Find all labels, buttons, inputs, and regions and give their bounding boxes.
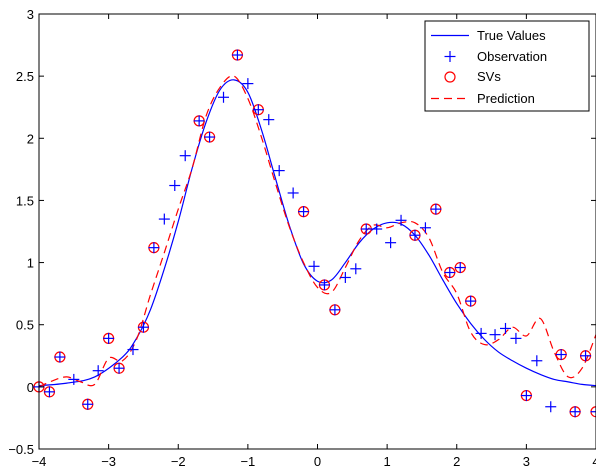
legend-label-true-values: True Values (477, 28, 546, 43)
observation-point (569, 406, 581, 418)
y-tick-label: 0.5 (16, 318, 34, 333)
observation-point (465, 295, 477, 307)
x-tick-label: 0 (314, 454, 321, 469)
observation-point (43, 386, 55, 398)
observation-point (263, 114, 275, 126)
observation-point (590, 406, 596, 418)
observation-point (395, 214, 407, 226)
observation-point (444, 267, 456, 279)
x-tick-label: −1 (240, 454, 255, 469)
observation-point (430, 203, 442, 215)
observation-point (580, 350, 592, 362)
observation-point (92, 365, 104, 377)
observation-point (350, 263, 362, 275)
y-tick-label: −0.5 (8, 442, 34, 457)
x-tick-label: −2 (171, 454, 186, 469)
observation-point (179, 150, 191, 162)
observation-point (127, 344, 139, 356)
observation-point (545, 401, 557, 413)
x-tick-label: −3 (101, 454, 116, 469)
observation-point (273, 165, 285, 177)
ticks-layer: −4 −3 −2 −1 0 1 2 3 4 −0.5 0 0.5 1 1.5 2 2.5 3 (8, 7, 596, 469)
series-true-values-line (38, 79, 596, 387)
observation-point (82, 398, 94, 410)
y-tick-label: 2 (27, 131, 34, 146)
observation-point (287, 187, 299, 199)
observation-point (329, 304, 341, 316)
legend-swatch-svs (444, 71, 456, 83)
observation-point (360, 223, 372, 235)
observation-point (419, 222, 431, 234)
observation-point (409, 229, 421, 241)
observation-point (193, 115, 205, 127)
observation-point (454, 262, 466, 274)
x-tick-label: 3 (523, 454, 530, 469)
observation-point (475, 327, 487, 339)
observation-point (54, 351, 66, 363)
observation-point (489, 329, 501, 341)
x-tick-label: −4 (32, 454, 47, 469)
observation-point (218, 91, 230, 103)
observation-point (158, 213, 170, 225)
observation-point (113, 362, 125, 374)
observation-point (318, 279, 330, 291)
observation-point (371, 223, 383, 235)
observation-point (298, 206, 310, 218)
observation-point (499, 322, 511, 334)
observation-point (242, 78, 254, 90)
legend: True Values Observation SVs Prediction (424, 20, 590, 112)
legend-swatch-observation (444, 51, 456, 62)
observation-point (252, 104, 264, 116)
observation-point (520, 390, 532, 402)
observation-point (555, 349, 567, 361)
observation-point (339, 271, 351, 283)
observation-point (204, 131, 216, 143)
observation-point (137, 321, 149, 333)
y-tick-label: 3 (27, 7, 34, 22)
observation-point (169, 180, 181, 192)
observation-point (385, 237, 397, 249)
x-tick-label: 1 (384, 454, 391, 469)
y-tick-label: 0 (27, 380, 34, 395)
observation-point (68, 373, 80, 385)
observation-point (308, 260, 320, 272)
observation-point (510, 332, 522, 344)
legend-label-prediction: Prediction (477, 91, 535, 106)
y-tick-label: 1.5 (16, 193, 34, 208)
y-tick-label: 1 (27, 256, 34, 271)
observation-point (148, 242, 160, 254)
observation-point (531, 355, 543, 367)
x-tick-label: 4 (592, 454, 596, 469)
observation-point (231, 49, 243, 61)
y-tick-label: 2.5 (16, 69, 34, 84)
legend-label-svs: SVs (477, 69, 501, 84)
legend-label-observation: Observation (477, 49, 547, 64)
observation-point (103, 332, 115, 344)
x-tick-label: 2 (453, 454, 460, 469)
